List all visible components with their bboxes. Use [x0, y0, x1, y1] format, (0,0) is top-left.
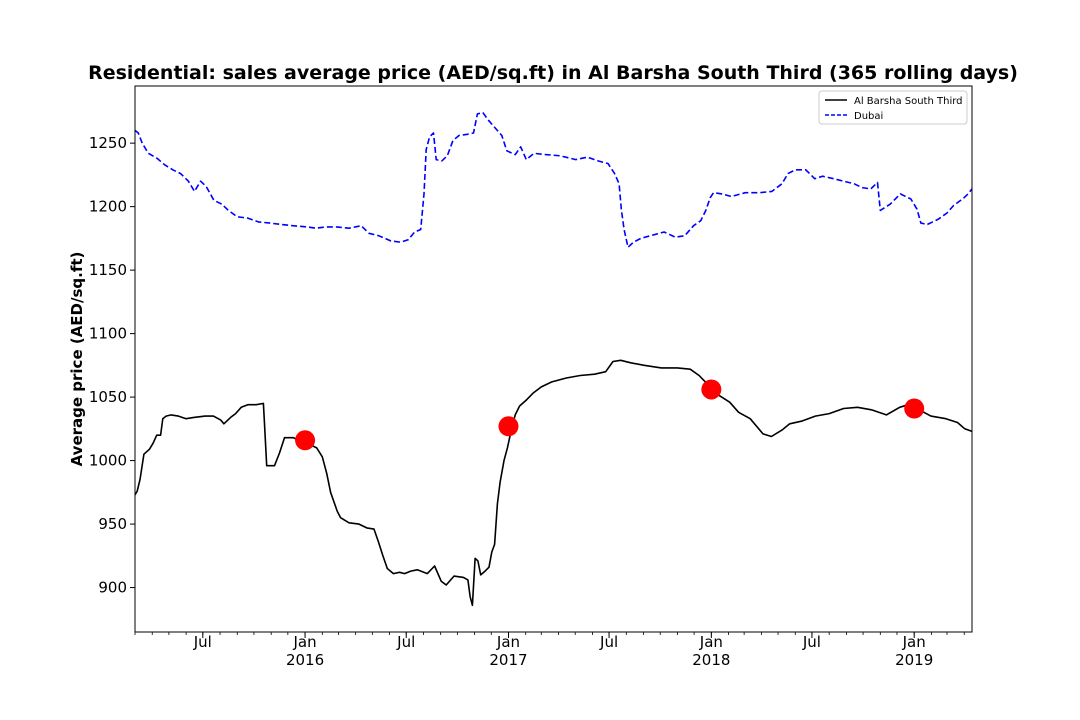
x-tick-label: Jul	[802, 633, 821, 651]
y-tick-label: 1100	[89, 325, 127, 343]
x-tick-label: Jul	[396, 633, 415, 651]
x-tick-label: Jul	[599, 633, 618, 651]
y-tick-label: 1250	[89, 134, 127, 152]
x-tick-label: Jan	[902, 633, 926, 651]
y-axis-label: Average price (AED/sq.ft)	[68, 252, 86, 467]
legend-entry-label: Al Barsha South Third	[854, 96, 963, 107]
legend-frame	[818, 90, 968, 125]
series-line-dubai	[134, 111, 973, 249]
data-marker	[295, 430, 316, 451]
x-tick-label: Jul	[193, 633, 212, 651]
data-marker	[904, 398, 925, 419]
axes-frame	[134, 85, 973, 633]
x-tick-year-label: 2017	[489, 651, 527, 669]
data-marker	[701, 379, 722, 400]
x-tick-label: Jan	[293, 633, 317, 651]
x-tick-label: Jan	[699, 633, 723, 651]
chart-title: Residential: sales average price (AED/sq…	[88, 62, 1018, 84]
y-tick-label: 1000	[89, 452, 127, 470]
y-tick-label: 900	[98, 579, 127, 597]
x-tick-year-label: 2018	[692, 651, 730, 669]
data-marker	[498, 416, 519, 437]
y-tick-label: 1050	[89, 388, 127, 406]
y-tick-label: 1200	[89, 198, 127, 216]
x-tick-label: Jan	[496, 633, 520, 651]
y-tick-label: 1150	[89, 261, 127, 279]
legend: Al Barsha South Third Dubai	[818, 90, 968, 125]
y-tick-label: 950	[98, 515, 127, 533]
legend-entry-label: Dubai	[854, 111, 883, 122]
x-tick-year-label: 2019	[895, 651, 933, 669]
x-tick-year-label: 2016	[286, 651, 324, 669]
series-line-al-barsha-south-third	[134, 359, 973, 607]
